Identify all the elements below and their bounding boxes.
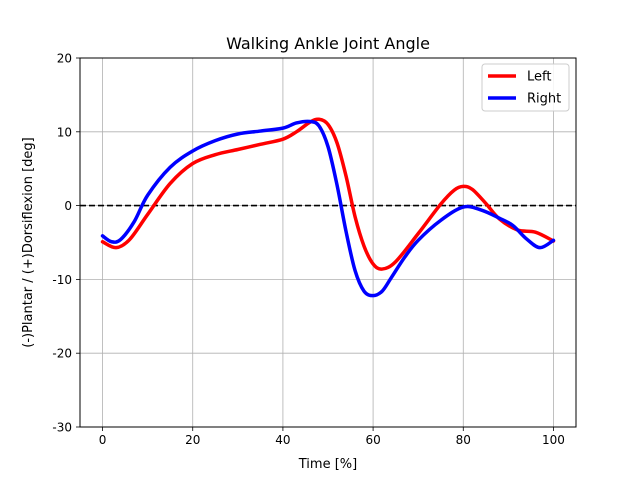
x-tick-label: 20 [185, 433, 200, 447]
y-tick-label: 20 [57, 52, 72, 66]
y-tick-label: -30 [52, 421, 72, 435]
y-tick-label: -10 [52, 273, 72, 287]
y-axis-label: (-)Plantar / (+)Dorsiflexion [deg] [21, 137, 36, 348]
series-group [100, 117, 556, 298]
y-tick-label: 10 [57, 125, 72, 139]
series-line-left [100, 117, 556, 271]
plot-frame [79, 57, 577, 428]
legend-label-left: Left [527, 70, 551, 85]
legend: Left Right [481, 63, 570, 112]
x-axis-label: Time [%] [298, 457, 357, 472]
y-tick-label: -20 [52, 347, 72, 361]
x-tick-label: 100 [542, 433, 565, 447]
legend-label-right: Right [527, 92, 561, 107]
axis-ticks: 0 20 40 60 80 100 -30 -20 -10 0 10 20 [52, 52, 565, 448]
x-tick-label: 80 [456, 433, 471, 447]
y-tick-label: 0 [64, 199, 72, 213]
chart-title: Walking Ankle Joint Angle [226, 34, 430, 53]
series-line-right [100, 119, 556, 298]
x-tick-label: 0 [99, 433, 107, 447]
x-tick-label: 40 [275, 433, 290, 447]
x-tick-label: 60 [365, 433, 380, 447]
